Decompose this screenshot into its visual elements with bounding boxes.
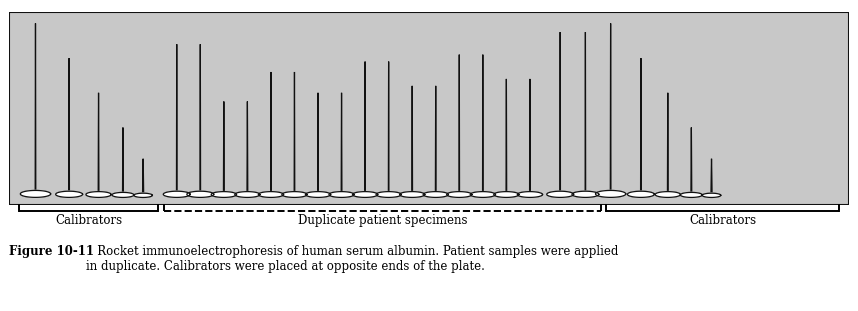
Polygon shape bbox=[400, 86, 425, 197]
Polygon shape bbox=[656, 192, 680, 197]
Polygon shape bbox=[470, 192, 495, 197]
Polygon shape bbox=[163, 191, 190, 197]
Polygon shape bbox=[656, 93, 680, 197]
Polygon shape bbox=[56, 59, 82, 197]
Polygon shape bbox=[112, 128, 134, 197]
Polygon shape bbox=[21, 190, 51, 197]
Polygon shape bbox=[447, 55, 472, 197]
Polygon shape bbox=[595, 190, 625, 197]
Polygon shape bbox=[235, 192, 260, 197]
Polygon shape bbox=[235, 102, 260, 197]
Polygon shape bbox=[627, 59, 655, 197]
Polygon shape bbox=[86, 192, 112, 197]
Polygon shape bbox=[595, 24, 625, 197]
Polygon shape bbox=[572, 191, 599, 197]
Text: Duplicate patient specimens: Duplicate patient specimens bbox=[298, 214, 467, 227]
Polygon shape bbox=[517, 192, 542, 197]
Polygon shape bbox=[703, 193, 721, 197]
Polygon shape bbox=[56, 191, 82, 197]
Polygon shape bbox=[572, 33, 599, 197]
Polygon shape bbox=[470, 55, 495, 197]
Polygon shape bbox=[134, 159, 153, 197]
Polygon shape bbox=[376, 192, 402, 197]
Polygon shape bbox=[627, 191, 655, 197]
Polygon shape bbox=[21, 24, 51, 197]
Polygon shape bbox=[86, 93, 112, 197]
Text: Figure 10-11: Figure 10-11 bbox=[9, 245, 94, 258]
Polygon shape bbox=[305, 93, 330, 197]
Polygon shape bbox=[258, 192, 283, 197]
Polygon shape bbox=[329, 192, 354, 197]
Polygon shape bbox=[258, 72, 283, 197]
Polygon shape bbox=[423, 192, 449, 197]
Polygon shape bbox=[187, 191, 214, 197]
Polygon shape bbox=[680, 128, 702, 197]
Polygon shape bbox=[703, 159, 721, 197]
Polygon shape bbox=[400, 192, 425, 197]
Polygon shape bbox=[447, 192, 472, 197]
Polygon shape bbox=[163, 45, 190, 197]
Polygon shape bbox=[423, 86, 449, 197]
Polygon shape bbox=[211, 102, 237, 197]
Text: Rocket immunoelectrophoresis of human serum albumin. Patient samples were applie: Rocket immunoelectrophoresis of human se… bbox=[86, 245, 619, 273]
Polygon shape bbox=[353, 62, 378, 197]
Polygon shape bbox=[305, 192, 330, 197]
Polygon shape bbox=[376, 62, 402, 197]
Polygon shape bbox=[547, 191, 574, 197]
Polygon shape bbox=[493, 80, 519, 197]
Polygon shape bbox=[282, 72, 307, 197]
Polygon shape bbox=[547, 33, 574, 197]
Polygon shape bbox=[517, 80, 542, 197]
Polygon shape bbox=[211, 192, 237, 197]
Polygon shape bbox=[112, 193, 134, 197]
Polygon shape bbox=[282, 192, 307, 197]
Polygon shape bbox=[680, 193, 702, 197]
Polygon shape bbox=[187, 45, 214, 197]
Polygon shape bbox=[493, 192, 519, 197]
Text: Calibrators: Calibrators bbox=[689, 214, 756, 227]
Text: Calibrators: Calibrators bbox=[55, 214, 122, 227]
Polygon shape bbox=[353, 192, 378, 197]
Polygon shape bbox=[329, 93, 354, 197]
Polygon shape bbox=[134, 193, 153, 197]
